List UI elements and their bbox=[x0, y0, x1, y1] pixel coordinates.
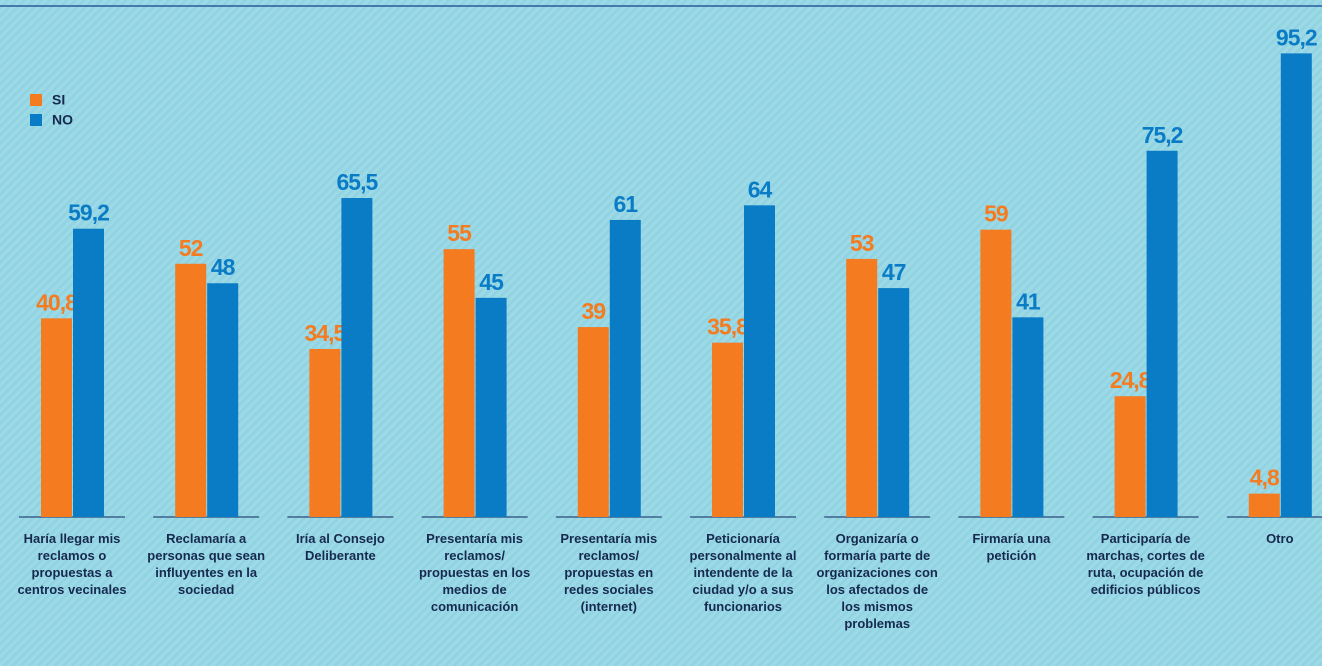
bar bbox=[175, 263, 207, 517]
bar bbox=[980, 229, 1012, 518]
bar bbox=[577, 327, 609, 517]
value-label: 47 bbox=[882, 259, 906, 285]
value-label: 48 bbox=[211, 254, 236, 280]
legend-swatch bbox=[30, 114, 42, 126]
legend-label: NO bbox=[52, 112, 73, 128]
value-label: 55 bbox=[447, 220, 472, 246]
x-tick-label: Participaría de marchas, cortes de ruta,… bbox=[1086, 531, 1205, 597]
x-tick-label: Presentaría mis reclamos/ propuestas en … bbox=[418, 531, 531, 614]
bar bbox=[475, 297, 507, 517]
value-label: 34,5 bbox=[305, 320, 347, 346]
bar bbox=[878, 288, 910, 517]
bar bbox=[309, 348, 341, 517]
value-label: 39 bbox=[582, 298, 606, 324]
value-label: 35,8 bbox=[707, 314, 749, 340]
value-label: 65,5 bbox=[337, 169, 379, 195]
bar bbox=[341, 198, 373, 517]
legend-label: SI bbox=[52, 92, 65, 108]
value-label: 24,8 bbox=[1110, 367, 1152, 393]
bar bbox=[1248, 493, 1280, 517]
x-tick-label: Reclamaría a personas que sean influyent… bbox=[147, 531, 266, 597]
x-tick-label: Otro bbox=[1266, 531, 1294, 546]
bar bbox=[1012, 317, 1044, 517]
value-label: 75,2 bbox=[1142, 122, 1183, 148]
value-label: 53 bbox=[850, 230, 874, 256]
bar bbox=[609, 219, 641, 517]
value-label: 4,8 bbox=[1250, 465, 1280, 491]
value-label: 64 bbox=[748, 176, 773, 202]
bar bbox=[443, 249, 475, 517]
bar bbox=[744, 205, 775, 517]
value-label: 59,2 bbox=[68, 200, 109, 226]
x-tick-label: Peticionaría personalmente al intendente… bbox=[689, 531, 797, 614]
bar bbox=[1280, 53, 1312, 517]
value-label: 95,2 bbox=[1276, 24, 1317, 50]
value-label: 40,8 bbox=[36, 289, 78, 315]
x-tick-label: Iría al Consejo Deliberante bbox=[295, 531, 385, 563]
bar bbox=[41, 318, 72, 517]
x-tick-label: Haría llegar mis reclamos o propuestas a… bbox=[17, 531, 127, 597]
bar bbox=[207, 283, 239, 517]
bar bbox=[846, 258, 878, 517]
value-label: 59 bbox=[984, 201, 1008, 227]
x-tick-label: Presentaría mis reclamos/ propuestas en … bbox=[560, 531, 658, 614]
legend-swatch bbox=[30, 94, 42, 106]
x-tick-label: Firmaría una petición bbox=[972, 531, 1051, 563]
value-label: 61 bbox=[614, 191, 639, 217]
value-label: 45 bbox=[479, 269, 504, 295]
x-tick-label: Organizaría o formaría parte de organiza… bbox=[816, 531, 938, 631]
bar bbox=[73, 228, 104, 518]
value-label: 41 bbox=[1016, 288, 1041, 314]
bar bbox=[1146, 150, 1178, 517]
bar bbox=[712, 342, 743, 517]
value-label: 52 bbox=[179, 235, 203, 261]
bar bbox=[1114, 396, 1146, 517]
